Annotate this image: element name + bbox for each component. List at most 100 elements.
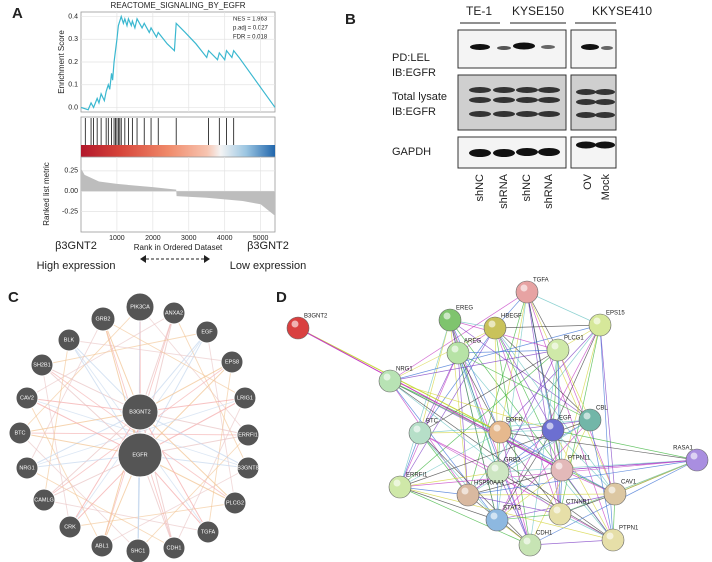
node-label: GRB2 — [96, 316, 111, 322]
edge — [26, 411, 141, 469]
edge — [173, 397, 246, 549]
node-highlight — [546, 422, 554, 430]
edge — [449, 319, 614, 541]
node — [388, 475, 412, 499]
edge — [449, 319, 559, 351]
node-highlight — [608, 486, 616, 494]
edge — [399, 471, 499, 488]
edge — [467, 493, 616, 496]
group-label: TE-1 — [466, 4, 492, 18]
band — [541, 45, 555, 49]
edge — [173, 312, 249, 469]
band — [595, 99, 615, 105]
edge — [43, 411, 141, 501]
edge — [419, 327, 496, 434]
band — [469, 149, 491, 157]
y-tick-label: 0.2 — [68, 59, 78, 66]
node-label: BTC — [426, 419, 439, 425]
expression-label: Low expression — [230, 260, 306, 272]
node-label: CAV2 — [20, 395, 34, 401]
node — [117, 432, 163, 478]
node-label: HBEGF — [501, 314, 522, 320]
edge — [26, 318, 104, 469]
node-highlight — [555, 462, 563, 470]
node-label: NRG1 — [19, 465, 34, 471]
node-label: HSP90AA1 — [474, 481, 505, 487]
edge — [139, 411, 209, 533]
node — [488, 420, 512, 444]
band — [470, 44, 490, 50]
edge — [457, 352, 531, 546]
node — [485, 508, 509, 532]
band — [493, 111, 515, 117]
y-tick-label: -0.25 — [62, 208, 78, 215]
node-label: CRK — [64, 524, 76, 530]
node — [8, 421, 32, 445]
group-label: KYSE150 — [512, 4, 564, 18]
edge — [297, 327, 563, 471]
edge — [41, 364, 71, 528]
x-tick-label: 5000 — [253, 235, 269, 242]
band — [469, 87, 491, 93]
y-axis-label: Ranked list metric — [42, 162, 51, 226]
gene-label: β3GNT2 — [247, 240, 289, 252]
edge — [457, 352, 614, 541]
edge — [419, 352, 459, 434]
edge — [552, 429, 698, 461]
edge — [389, 324, 601, 382]
node — [236, 423, 260, 447]
node-label: NRG1 — [396, 367, 413, 373]
node — [90, 534, 114, 558]
edge — [68, 339, 141, 456]
node-highlight — [291, 320, 299, 328]
edge — [559, 459, 698, 515]
edge — [399, 486, 469, 496]
edge — [399, 319, 451, 488]
node-label: EPS15 — [606, 311, 625, 317]
node — [233, 386, 257, 410]
band — [493, 87, 515, 93]
x-tick-label: 3000 — [181, 235, 197, 242]
band — [469, 111, 491, 117]
group-label: KKYSE410 — [592, 4, 652, 18]
node-highlight — [383, 373, 391, 381]
edge — [399, 431, 501, 488]
node-label: TGFA — [533, 278, 549, 284]
node — [378, 369, 402, 393]
node-highlight — [553, 506, 561, 514]
node-label: ERRFI1 — [406, 473, 428, 479]
node — [408, 421, 432, 445]
edge — [139, 411, 236, 504]
node — [685, 448, 709, 472]
band — [576, 141, 596, 149]
node-label: EGFR — [132, 452, 147, 458]
node — [518, 533, 542, 557]
band — [581, 44, 599, 50]
node-label: PTPN11 — [568, 456, 591, 462]
panel-label: D — [276, 289, 287, 306]
edge — [139, 312, 175, 456]
edge — [101, 467, 249, 547]
y-tick-label: 0.00 — [64, 188, 78, 195]
node — [578, 408, 602, 432]
node-label: CBL — [596, 406, 608, 412]
band — [595, 89, 615, 95]
node-label: B3GNT2 — [129, 409, 150, 415]
edge — [389, 327, 496, 382]
node — [195, 320, 219, 344]
edge — [496, 429, 554, 521]
node — [236, 456, 260, 480]
edge — [499, 431, 698, 461]
expression-label: High expression — [37, 260, 116, 272]
edge — [497, 419, 591, 473]
node-label: EREG — [456, 306, 473, 312]
edge — [494, 324, 601, 329]
band — [538, 111, 560, 117]
edge — [41, 331, 208, 366]
band — [595, 141, 615, 149]
edge — [557, 349, 591, 421]
edge — [497, 459, 698, 473]
band — [576, 99, 596, 105]
edge — [69, 411, 141, 528]
